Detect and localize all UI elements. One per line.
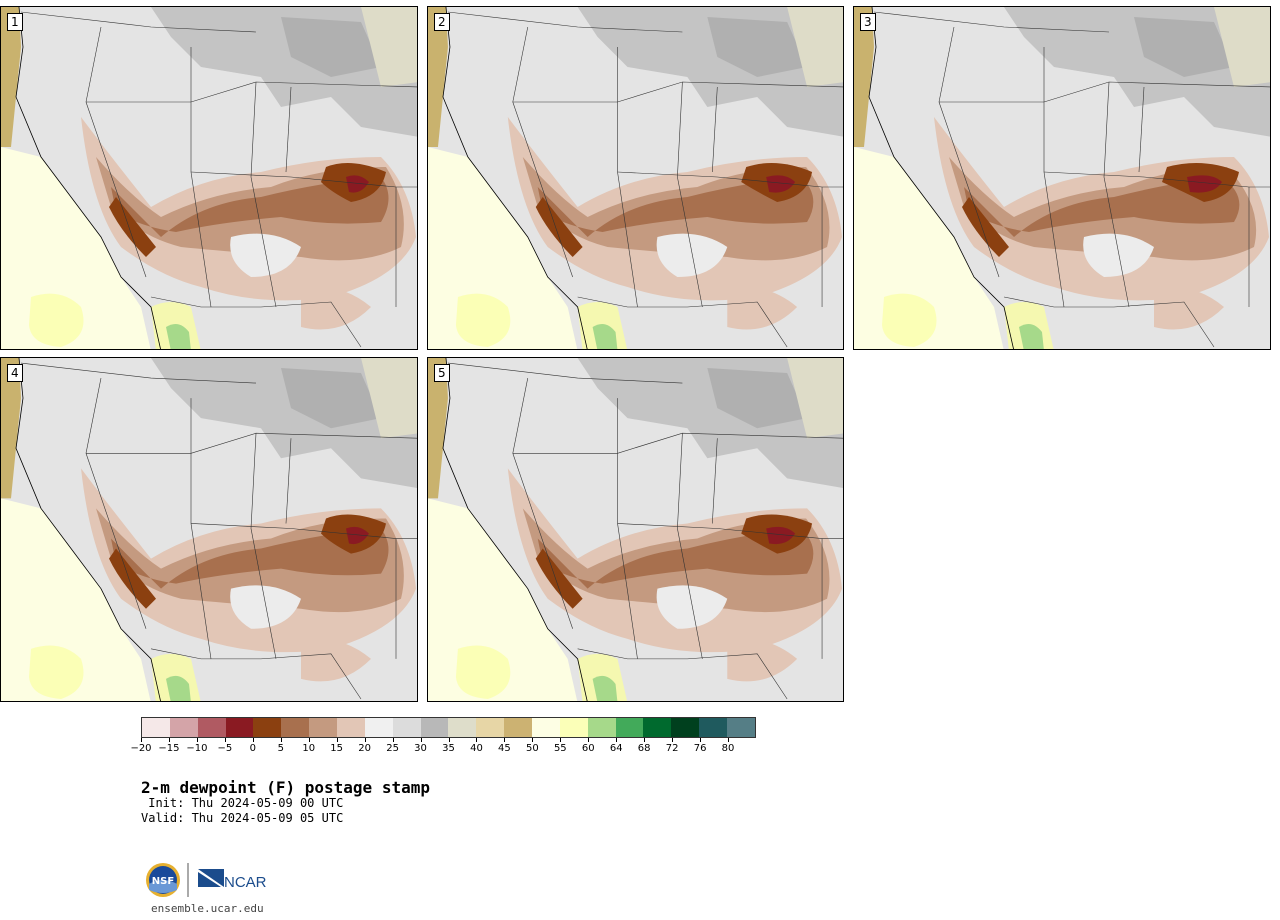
colorbar-tick-label: 40	[470, 743, 483, 754]
colorbar-swatch	[448, 718, 477, 737]
colorbar-tick-label: −20	[130, 743, 152, 754]
colorbar-swatch	[532, 718, 560, 737]
colorbar-tick-label: 76	[693, 743, 707, 754]
svg-text:NCAR: NCAR	[224, 874, 267, 891]
colorbar-swatch	[225, 718, 254, 737]
colorbar-tick	[308, 738, 310, 742]
colorbar-tick-label: 20	[358, 743, 371, 754]
dewpoint-colorbar	[141, 717, 756, 738]
colorbar-tick-label: −15	[158, 743, 180, 754]
colorbar-tick	[420, 738, 422, 742]
panel-number-label: 5	[434, 364, 450, 382]
colorbar-swatch	[671, 718, 700, 737]
colorbar-swatch	[476, 718, 505, 737]
colorbar-swatch	[699, 718, 728, 737]
colorbar-tick	[644, 738, 646, 742]
ensemble-member-panel-3: 3	[853, 6, 1271, 350]
colorbar-tick-label: 5	[277, 743, 284, 754]
panel-number-label: 3	[860, 13, 876, 31]
colorbar-tick-label: 55	[553, 743, 567, 754]
colorbar-tick	[392, 738, 394, 742]
colorbar-swatch	[559, 718, 588, 737]
colorbar-tick-label: 10	[302, 743, 316, 754]
colorbar-swatch	[197, 718, 226, 737]
colorbar-swatch	[309, 718, 338, 737]
ensemble-member-panel-1: 1	[0, 6, 418, 350]
dewpoint-map	[1, 7, 417, 349]
colorbar-tick	[196, 738, 198, 742]
panel-number-label: 1	[7, 13, 23, 31]
colorbar-tick-label: 60	[581, 743, 595, 754]
colorbar-tick	[532, 738, 534, 742]
colorbar-tick-label: 0	[249, 743, 256, 754]
colorbar-swatch	[364, 718, 393, 737]
colorbar-swatch	[643, 718, 672, 737]
colorbar-tick-label: 15	[330, 743, 344, 754]
colorbar-swatch	[504, 718, 533, 737]
colorbar-tick	[168, 738, 170, 742]
colorbar-tick-label: 80	[721, 743, 735, 754]
colorbar-tick	[700, 738, 702, 742]
colorbar-tick	[616, 738, 618, 742]
ensemble-member-panel-2: 2	[427, 6, 844, 350]
colorbar-tick-label: 45	[498, 743, 511, 754]
colorbar-swatch	[337, 718, 365, 737]
ncar-logo: NCAR	[198, 869, 267, 891]
sponsor-logos: NSF NCAR	[146, 863, 267, 897]
valid-time: Valid: Thu 2024-05-09 05 UTC	[141, 811, 344, 825]
dewpoint-map	[854, 7, 1270, 349]
colorbar-tick-label: 25	[386, 743, 399, 754]
colorbar-tick	[141, 738, 142, 742]
colorbar-tick	[448, 738, 450, 742]
colorbar-tick	[252, 738, 254, 742]
panel-number-label: 4	[7, 364, 23, 382]
colorbar-swatch	[142, 718, 170, 737]
colorbar-tick	[224, 738, 226, 742]
colorbar-tick	[672, 738, 674, 742]
colorbar-tick	[728, 738, 730, 742]
dewpoint-map	[1, 358, 417, 701]
colorbar-swatch	[169, 718, 198, 737]
colorbar-tick	[588, 738, 590, 742]
colorbar-tick	[364, 738, 366, 742]
colorbar-swatch	[281, 718, 310, 737]
colorbar-tick-label: 30	[414, 743, 427, 754]
colorbar-swatch	[727, 718, 755, 737]
colorbar-tick	[560, 738, 562, 742]
colorbar-swatch	[253, 718, 282, 737]
colorbar-tick-label: 50	[525, 743, 539, 754]
colorbar-tick	[504, 738, 506, 742]
colorbar-tick-label: 35	[442, 743, 455, 754]
colorbar-swatch	[420, 718, 449, 737]
panel-number-label: 2	[434, 13, 450, 31]
init-time: Init: Thu 2024-05-09 00 UTC	[141, 796, 344, 810]
nsf-logo: NSF	[146, 863, 180, 897]
ensemble-member-panel-4: 4	[0, 357, 418, 702]
colorbar-swatch	[615, 718, 644, 737]
colorbar-tick	[280, 738, 282, 742]
ensemble-member-panel-5: 5	[427, 357, 844, 702]
colorbar-tick-label: 64	[609, 743, 623, 754]
footer-url: ensemble.ucar.edu	[151, 902, 264, 915]
colorbar-tick-label: −10	[186, 743, 208, 754]
colorbar-tick-label: 68	[637, 743, 651, 754]
colorbar-swatch	[392, 718, 421, 737]
svg-text:NSF: NSF	[152, 876, 174, 887]
colorbar-tick-label: 72	[665, 743, 679, 754]
dewpoint-map	[428, 7, 843, 349]
colorbar-tick	[476, 738, 478, 742]
colorbar-tick	[336, 738, 338, 742]
colorbar-tick-labels: −20 −15 −10 −5 0 5 10 15 20 25 30 35 40 45 50 55 60 64 68 7…	[130, 738, 756, 760]
dewpoint-map	[428, 358, 843, 701]
chart-title: 2-m dewpoint (F) postage stamp	[141, 778, 430, 797]
colorbar-swatch	[587, 718, 616, 737]
colorbar-tick-label: −5	[217, 743, 233, 754]
